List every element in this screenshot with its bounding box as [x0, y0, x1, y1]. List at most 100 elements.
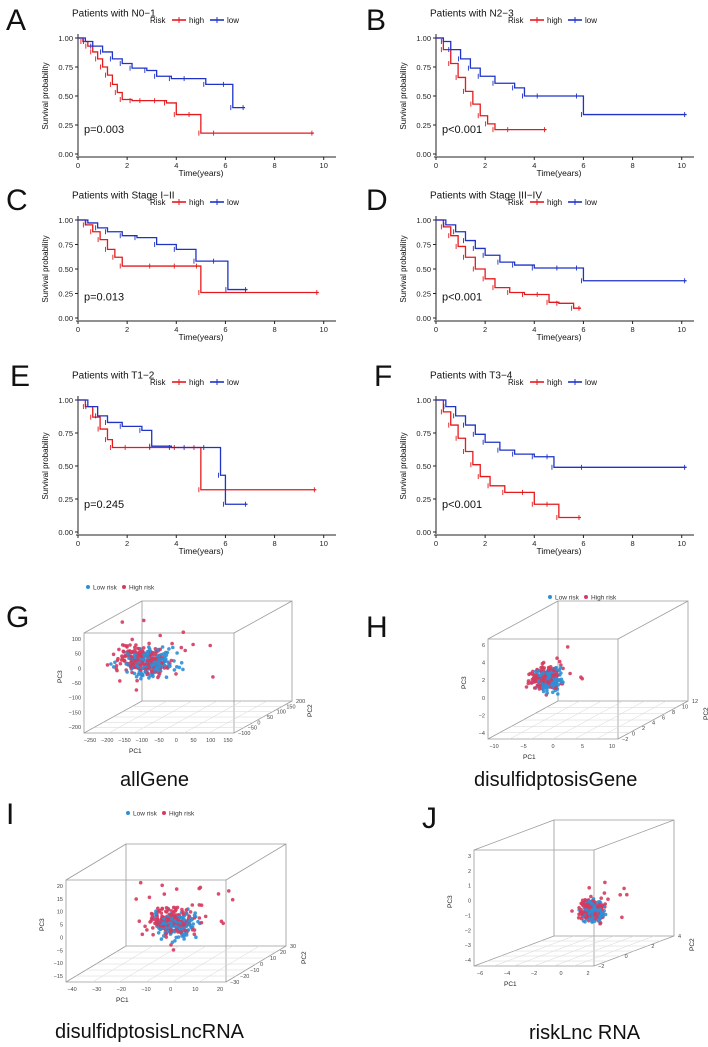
low-risk-point	[147, 647, 152, 651]
low-risk-point	[173, 919, 177, 923]
low-risk-point	[556, 692, 560, 696]
x-tick-label: 6	[581, 325, 585, 334]
pc2-tick-label: 50	[267, 715, 273, 721]
pc1-tick-label: 2	[586, 971, 589, 977]
high-risk-point	[192, 932, 197, 936]
low-risk-point	[161, 652, 166, 656]
panel-letter: G	[6, 601, 30, 634]
km-curve-high	[78, 37, 314, 134]
pc1-axis-label: PC1	[129, 748, 142, 755]
high-risk-point	[160, 883, 164, 888]
high-risk-point	[105, 663, 110, 667]
high-risk-point	[197, 916, 202, 920]
high-risk-point	[580, 898, 585, 903]
legend-low-dot	[126, 811, 130, 815]
pca-box-back	[125, 843, 287, 947]
pc1-axis-label: PC1	[523, 754, 536, 761]
x-axis-label: Time(years)	[178, 332, 223, 342]
x-axis-label: Time(years)	[178, 168, 223, 178]
low-risk-point	[145, 652, 150, 656]
high-risk-point	[526, 681, 531, 686]
high-risk-point	[191, 642, 195, 647]
km-curve-low	[78, 37, 246, 109]
high-risk-point	[603, 902, 607, 906]
legend-title: Risk	[508, 378, 525, 387]
panel-letter: A	[6, 4, 27, 37]
low-risk-point	[545, 688, 549, 693]
pca-caption: disulfidptosisLncRNA	[55, 1021, 244, 1043]
pc2-tick-label: 0	[260, 962, 263, 968]
pc3-tick-label: 4	[482, 661, 485, 667]
high-risk-point	[129, 650, 134, 655]
y-axis-label: Survival probability	[399, 432, 408, 499]
pc2-axis-label: PC2	[307, 704, 314, 717]
high-risk-point	[140, 932, 145, 937]
pc1-tick-label: −200	[101, 738, 113, 744]
low-risk-point	[162, 663, 167, 668]
high-risk-point	[531, 675, 536, 680]
high-risk-point	[183, 928, 188, 933]
x-tick-label: 8	[272, 539, 276, 548]
low-risk-point	[561, 680, 565, 684]
legend-high-label: high	[547, 16, 562, 25]
x-tick-label: 6	[581, 161, 585, 170]
high-risk-point	[118, 679, 122, 683]
high-risk-point	[169, 658, 174, 663]
pc2-tick-label: 2	[651, 944, 654, 950]
legend-title: Risk	[150, 198, 167, 207]
high-risk-point	[181, 922, 185, 926]
pca-caption: disulfidptosisGene	[474, 769, 638, 791]
pca-box-edge	[233, 600, 293, 634]
low-risk-point	[175, 924, 179, 929]
pc3-tick-label: 0	[60, 935, 63, 941]
high-risk-point	[577, 912, 581, 917]
pc2-tick-label: 200	[296, 699, 305, 705]
x-tick-label: 6	[223, 161, 227, 170]
high-risk-point	[530, 672, 535, 676]
high-risk-point	[122, 643, 127, 648]
chart-title: Patients with N0−1	[72, 8, 156, 19]
high-risk-point	[537, 687, 542, 691]
pc2-tick-label: 0	[257, 720, 260, 726]
pc2-tick-label: 2	[642, 726, 645, 732]
pc1-tick-label: −250	[84, 738, 96, 744]
low-risk-point	[134, 663, 139, 667]
pc3-tick-label: −10	[54, 961, 63, 967]
legend-low-label: low	[227, 378, 239, 387]
pca-box-back	[557, 600, 689, 702]
y-tick-label: 1.00	[58, 216, 73, 225]
y-tick-label: 0.50	[416, 462, 431, 471]
pc1-tick-label: 100	[206, 738, 215, 744]
high-risk-point	[555, 656, 559, 660]
high-risk-point	[620, 915, 624, 920]
y-axis-label: Survival probability	[41, 235, 50, 302]
pc3-tick-label: −100	[69, 696, 81, 702]
high-risk-point	[149, 916, 154, 921]
pc3-axis-label: PC3	[57, 670, 64, 683]
pc2-tick-label: −20	[240, 974, 249, 980]
pc1-tick-label: −5	[520, 744, 526, 750]
low-risk-point	[125, 670, 129, 674]
high-risk-point	[579, 916, 584, 921]
low-risk-point	[133, 655, 137, 660]
legend-high-label: High risk	[169, 811, 195, 818]
y-tick-label: 0.00	[58, 314, 73, 323]
y-tick-label: 0.75	[58, 429, 73, 438]
pc3-tick-label: −2	[465, 928, 471, 934]
low-risk-point	[109, 662, 113, 666]
low-risk-point	[545, 691, 549, 695]
x-axis-label: Time(years)	[536, 332, 581, 342]
high-risk-point	[535, 683, 540, 688]
y-tick-label: 0.00	[416, 150, 431, 159]
low-risk-point	[149, 663, 154, 668]
pc2-tick-label: −2	[622, 737, 628, 743]
high-risk-point	[137, 919, 142, 923]
high-risk-point	[145, 672, 149, 677]
pc1-tick-label: −4	[504, 971, 510, 977]
high-risk-point	[183, 648, 187, 653]
x-tick-label: 8	[630, 161, 634, 170]
low-risk-point	[156, 654, 161, 658]
high-risk-point	[176, 930, 180, 934]
high-risk-point	[134, 897, 138, 901]
